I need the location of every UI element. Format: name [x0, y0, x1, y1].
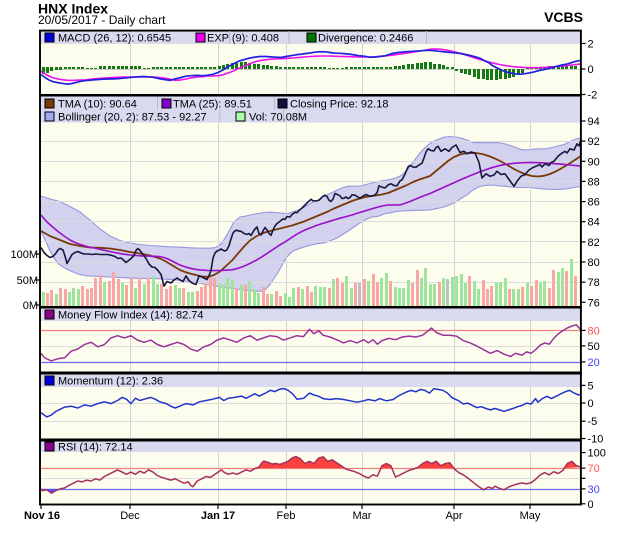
svg-text:86: 86 [588, 197, 600, 209]
svg-text:94: 94 [588, 116, 600, 128]
svg-text:80: 80 [588, 257, 600, 269]
svg-text:Divergence: 0.2466: Divergence: 0.2466 [318, 33, 413, 45]
svg-text:2: 2 [588, 39, 594, 51]
svg-text:0M: 0M [23, 300, 38, 312]
svg-text:20: 20 [588, 357, 600, 369]
svg-text:84: 84 [588, 217, 600, 229]
svg-text:Closing Price: 92.18: Closing Price: 92.18 [290, 99, 388, 111]
svg-text:Money Flow Index (14): 82.74: Money Flow Index (14): 82.74 [58, 310, 204, 322]
svg-text:RSI (14): 72.14: RSI (14): 72.14 [58, 442, 133, 454]
svg-text:90: 90 [588, 156, 600, 168]
svg-text:100M: 100M [10, 249, 38, 261]
svg-text:80: 80 [588, 325, 600, 337]
svg-text:0: 0 [588, 64, 594, 76]
svg-text:50M: 50M [17, 275, 38, 287]
svg-text:88: 88 [588, 176, 600, 188]
svg-text:78: 78 [588, 277, 600, 289]
svg-text:50: 50 [588, 341, 600, 353]
svg-text:100: 100 [588, 448, 606, 460]
svg-text:92: 92 [588, 136, 600, 148]
svg-text:82: 82 [588, 237, 600, 249]
svg-text:20/05/2017 - Daily chart: 20/05/2017 - Daily chart [38, 13, 166, 27]
svg-text:Mar: Mar [353, 510, 372, 522]
svg-text:TMA (25): 89.51: TMA (25): 89.51 [173, 99, 252, 111]
svg-text:Nov 16: Nov 16 [24, 510, 60, 522]
svg-text:HNX Index: HNX Index [38, 1, 108, 17]
svg-text:0: 0 [588, 499, 594, 511]
svg-text:Bollinger (20, 2): 87.53 - 92: Bollinger (20, 2): 87.53 - 92.27 [58, 112, 207, 124]
svg-text:Feb: Feb [277, 510, 296, 522]
svg-text:EXP (9): 0.408: EXP (9): 0.408 [207, 33, 279, 45]
svg-text:70: 70 [588, 463, 600, 475]
svg-text:Jan 17: Jan 17 [201, 510, 235, 522]
svg-text:Apr: Apr [445, 510, 462, 522]
svg-text:MACD (26, 12): 0.6545: MACD (26, 12): 0.6545 [58, 33, 171, 45]
svg-text:5: 5 [588, 380, 594, 392]
svg-text:May: May [520, 510, 541, 522]
svg-text:Vol: 70.08M: Vol: 70.08M [249, 112, 307, 124]
svg-text:-2: -2 [588, 90, 598, 102]
svg-text:-10: -10 [588, 434, 604, 446]
svg-text:VCBS: VCBS [544, 9, 583, 25]
svg-text:-5: -5 [588, 416, 598, 428]
svg-text:0: 0 [588, 398, 594, 410]
svg-text:30: 30 [588, 484, 600, 496]
svg-text:Dec: Dec [120, 510, 140, 522]
svg-text:76: 76 [588, 297, 600, 309]
svg-text:Momentum (12): 2.36: Momentum (12): 2.36 [58, 376, 163, 388]
svg-text:TMA (10): 90.64: TMA (10): 90.64 [58, 99, 137, 111]
